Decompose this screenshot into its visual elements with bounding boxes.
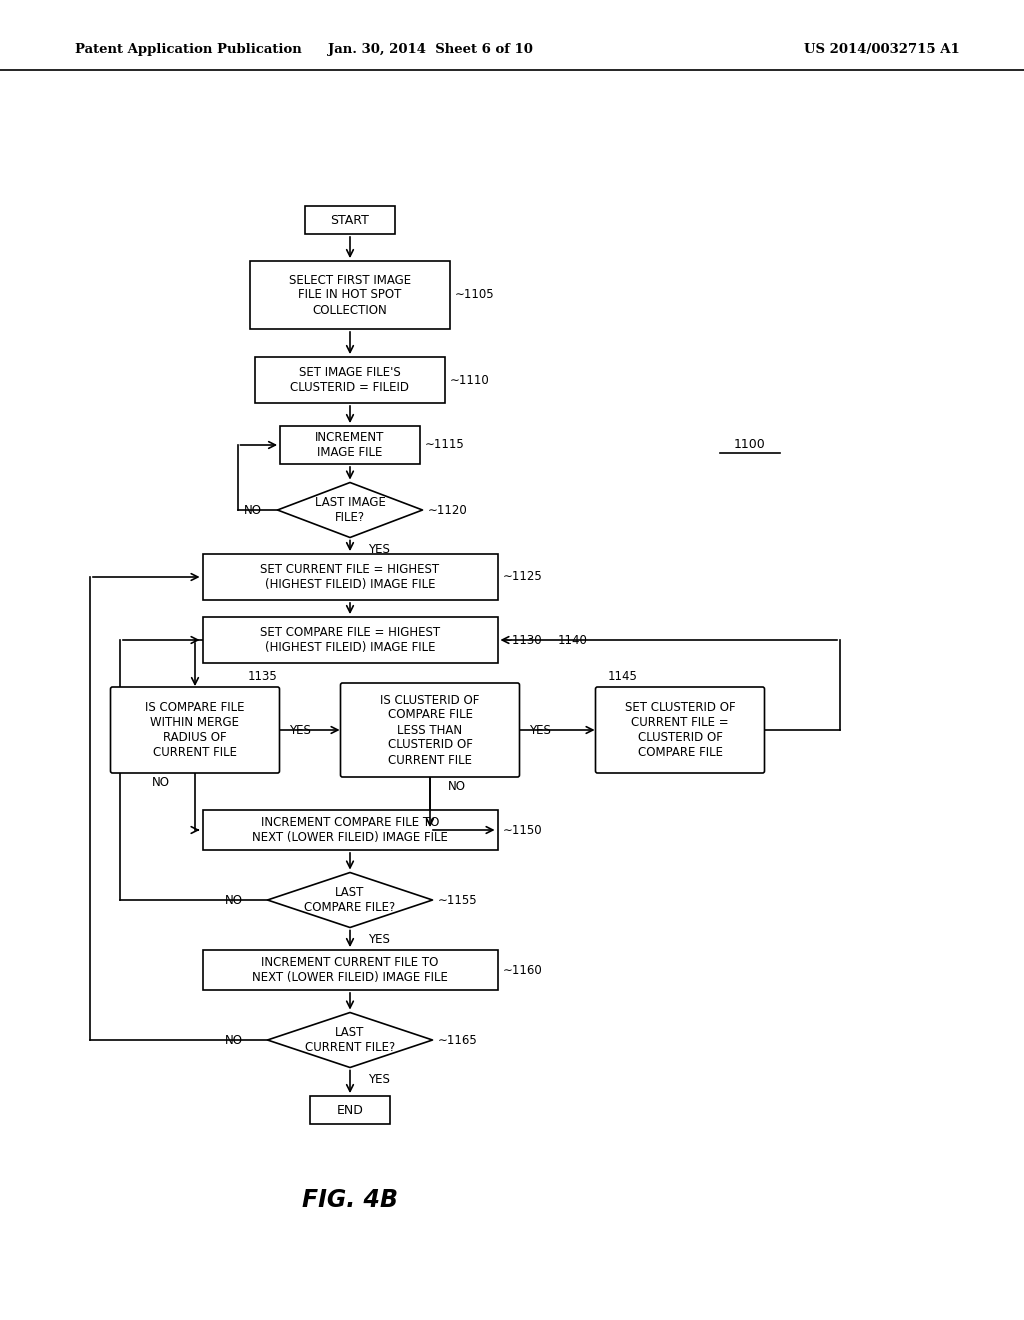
Text: ∼1160: ∼1160 <box>503 964 543 977</box>
Text: YES: YES <box>368 933 390 946</box>
FancyBboxPatch shape <box>203 554 498 601</box>
Text: 1135: 1135 <box>248 671 278 684</box>
Text: YES: YES <box>368 1073 390 1086</box>
Text: ∼1165: ∼1165 <box>437 1034 477 1047</box>
Text: IS COMPARE FILE
WITHIN MERGE
RADIUS OF
CURRENT FILE: IS COMPARE FILE WITHIN MERGE RADIUS OF C… <box>145 701 245 759</box>
Text: YES: YES <box>368 543 390 556</box>
Text: ∼1105: ∼1105 <box>455 289 495 301</box>
Text: Jan. 30, 2014  Sheet 6 of 10: Jan. 30, 2014 Sheet 6 of 10 <box>328 44 532 57</box>
Text: 1100: 1100 <box>734 438 766 451</box>
FancyBboxPatch shape <box>203 950 498 990</box>
Text: NO: NO <box>152 776 170 789</box>
Text: START: START <box>331 214 370 227</box>
Text: 1145: 1145 <box>607 671 637 684</box>
Polygon shape <box>267 1012 432 1068</box>
Text: INCREMENT CURRENT FILE TO
NEXT (LOWER FILEID) IMAGE FILE: INCREMENT CURRENT FILE TO NEXT (LOWER FI… <box>252 956 447 983</box>
FancyBboxPatch shape <box>250 261 450 329</box>
Text: SET CLUSTERID OF
CURRENT FILE =
CLUSTERID OF
COMPARE FILE: SET CLUSTERID OF CURRENT FILE = CLUSTERI… <box>625 701 735 759</box>
Text: SET COMPARE FILE = HIGHEST
(HIGHEST FILEID) IMAGE FILE: SET COMPARE FILE = HIGHEST (HIGHEST FILE… <box>260 626 440 653</box>
FancyBboxPatch shape <box>111 686 280 774</box>
Text: Patent Application Publication: Patent Application Publication <box>75 44 302 57</box>
Text: US 2014/0032715 A1: US 2014/0032715 A1 <box>804 44 961 57</box>
Text: YES: YES <box>289 723 310 737</box>
Text: ∼1155: ∼1155 <box>437 894 477 907</box>
Text: NO: NO <box>224 894 243 907</box>
Text: LAST IMAGE
FILE?: LAST IMAGE FILE? <box>314 496 385 524</box>
Text: INCREMENT COMPARE FILE TO
NEXT (LOWER FILEID) IMAGE FILE: INCREMENT COMPARE FILE TO NEXT (LOWER FI… <box>252 816 447 843</box>
Polygon shape <box>267 873 432 928</box>
FancyBboxPatch shape <box>255 356 445 403</box>
Text: 1140: 1140 <box>557 634 588 647</box>
Text: ∼1150: ∼1150 <box>503 824 542 837</box>
Text: LAST
COMPARE FILE?: LAST COMPARE FILE? <box>304 886 395 913</box>
FancyBboxPatch shape <box>310 1096 390 1125</box>
FancyBboxPatch shape <box>596 686 765 774</box>
Text: YES: YES <box>528 723 551 737</box>
FancyBboxPatch shape <box>280 426 420 465</box>
Text: END: END <box>337 1104 364 1117</box>
Text: NO: NO <box>244 503 261 516</box>
Text: NO: NO <box>224 1034 243 1047</box>
FancyBboxPatch shape <box>203 810 498 850</box>
Text: ∼1115: ∼1115 <box>425 438 465 451</box>
Text: ∼1130: ∼1130 <box>503 634 542 647</box>
Text: SET IMAGE FILE'S
CLUSTERID = FILEID: SET IMAGE FILE'S CLUSTERID = FILEID <box>291 366 410 393</box>
Text: SELECT FIRST IMAGE
FILE IN HOT SPOT
COLLECTION: SELECT FIRST IMAGE FILE IN HOT SPOT COLL… <box>289 273 411 317</box>
Text: NO: NO <box>449 780 466 793</box>
Text: IS CLUSTERID OF
COMPARE FILE
LESS THAN
CLUSTERID OF
CURRENT FILE: IS CLUSTERID OF COMPARE FILE LESS THAN C… <box>380 693 479 767</box>
FancyBboxPatch shape <box>341 682 519 777</box>
Text: ∼1120: ∼1120 <box>427 503 467 516</box>
Text: ∼1125: ∼1125 <box>503 570 543 583</box>
Text: INCREMENT
IMAGE FILE: INCREMENT IMAGE FILE <box>315 432 385 459</box>
FancyBboxPatch shape <box>203 616 498 663</box>
Text: ∼1110: ∼1110 <box>450 374 489 387</box>
Text: LAST
CURRENT FILE?: LAST CURRENT FILE? <box>305 1026 395 1053</box>
Text: FIG. 4B: FIG. 4B <box>302 1188 398 1212</box>
Text: SET CURRENT FILE = HIGHEST
(HIGHEST FILEID) IMAGE FILE: SET CURRENT FILE = HIGHEST (HIGHEST FILE… <box>260 564 439 591</box>
Polygon shape <box>278 483 423 537</box>
FancyBboxPatch shape <box>305 206 395 234</box>
